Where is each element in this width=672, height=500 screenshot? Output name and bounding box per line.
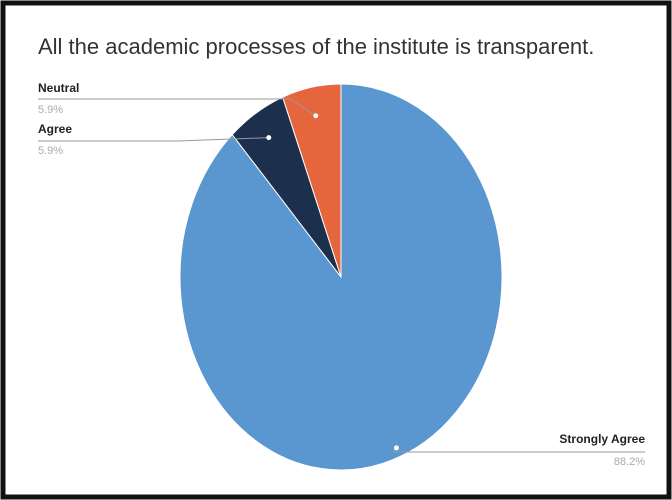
leader-dot — [313, 113, 319, 119]
slice-label: Strongly Agree — [559, 432, 645, 446]
slice-label: Agree — [38, 122, 72, 136]
slice-value: 88.2% — [614, 456, 645, 468]
leader-line — [38, 137, 269, 142]
leader-line — [38, 98, 317, 117]
pie-slice — [282, 83, 342, 278]
slice-value: 5.9% — [38, 104, 63, 116]
leader-dot — [266, 135, 272, 141]
slice-value: 5.9% — [38, 145, 63, 157]
leader-dot — [393, 445, 399, 451]
slice-label: Neutral — [38, 81, 79, 95]
chart-title: All the academic processes of the instit… — [38, 34, 594, 59]
